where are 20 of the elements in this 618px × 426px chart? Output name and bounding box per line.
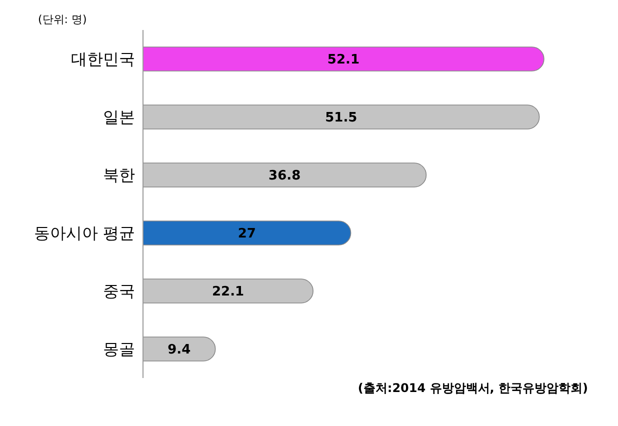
y-tick-label: 몽골 <box>103 340 135 359</box>
bar <box>143 278 314 304</box>
text: (출처:2014 유방암백서, 한국유방암학회) <box>358 380 588 397</box>
data-label: 52.1 <box>327 52 360 68</box>
y-tick-label: 대한민국 <box>71 50 135 69</box>
bar <box>143 336 216 362</box>
data-label: 27 <box>238 226 256 242</box>
y-tick-label: 북한 <box>103 166 135 185</box>
bar <box>143 104 540 130</box>
data-label: 51.5 <box>325 110 358 126</box>
bar <box>143 162 427 188</box>
bar <box>143 220 352 246</box>
bar <box>143 46 544 72</box>
y-tick-label: 일본 <box>103 108 135 127</box>
data-label: 22.1 <box>212 284 244 300</box>
data-label: 9.4 <box>168 342 191 358</box>
y-tick-label: 중국 <box>103 282 135 301</box>
data-label: 36.8 <box>268 168 301 184</box>
y-tick-label: 동아시아 평균 <box>34 224 135 243</box>
text: (단위: 명) <box>38 12 87 27</box>
